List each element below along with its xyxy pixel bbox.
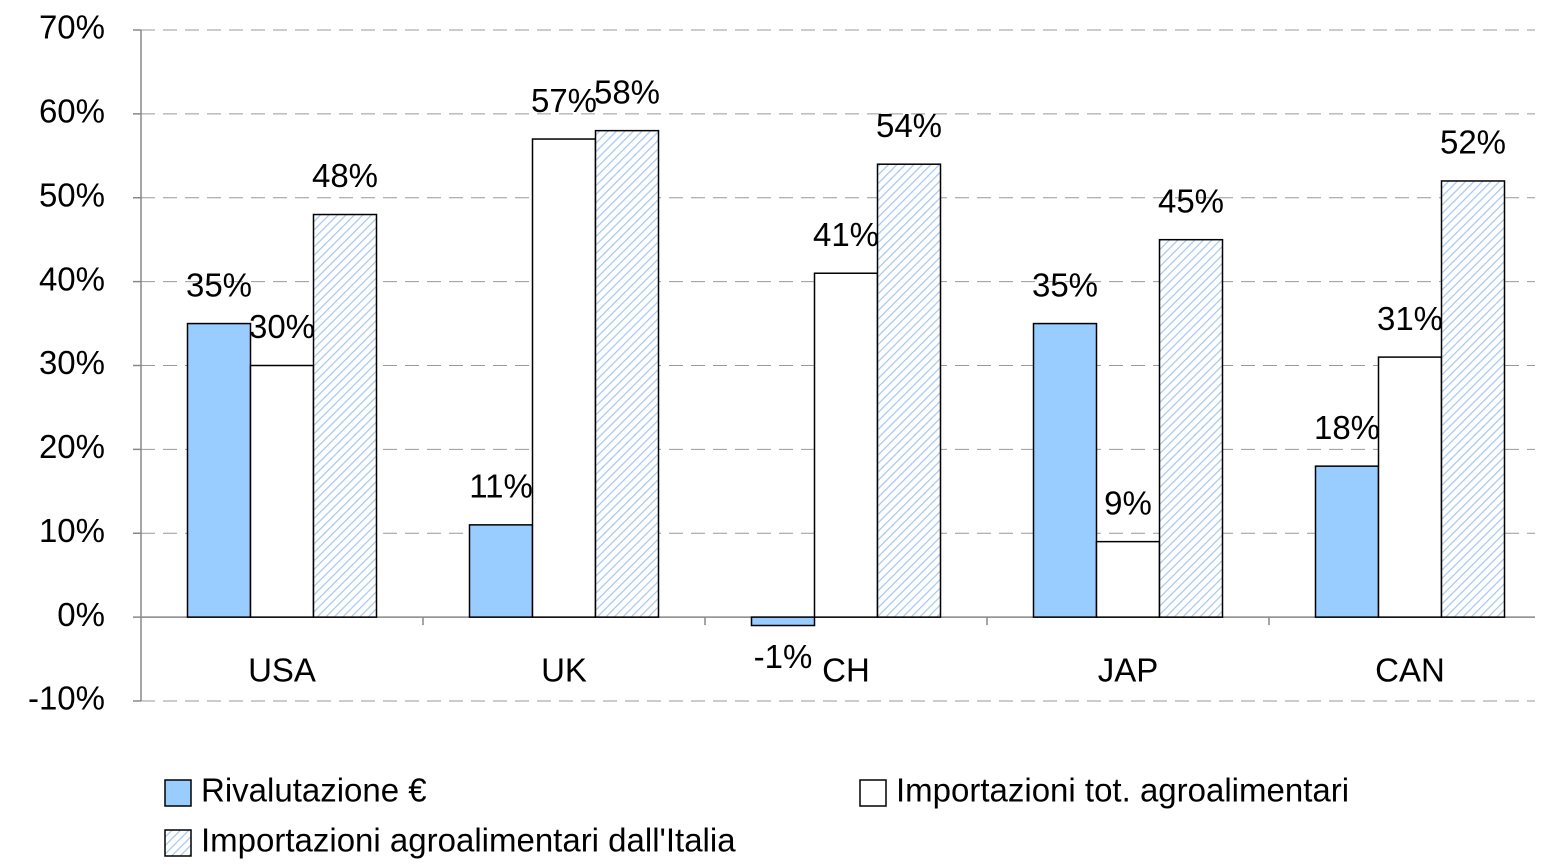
legend-label: Rivalutazione €: [201, 772, 427, 809]
bar: [312, 213, 378, 618]
value-label: 48%: [312, 157, 378, 194]
bar: [249, 364, 315, 618]
value-label: 54%: [876, 107, 942, 144]
y-tick-label: 60%: [39, 93, 105, 130]
bar: [1158, 238, 1224, 618]
value-label: 58%: [594, 73, 660, 110]
y-tick-label: 70%: [39, 9, 105, 46]
bar: [813, 272, 879, 618]
bar: [1377, 356, 1443, 618]
x-tick-label: CAN: [1375, 652, 1445, 689]
legend-swatch: [164, 829, 192, 857]
y-tick-label: 0%: [57, 596, 105, 633]
legend-swatch: [164, 779, 192, 807]
bar: [1095, 540, 1161, 618]
bar: [750, 616, 816, 627]
value-label: 35%: [186, 266, 252, 303]
x-tick-label: UK: [541, 652, 587, 689]
legend-swatch: [859, 779, 887, 807]
value-label: 30%: [249, 308, 315, 345]
y-tick-label: 30%: [39, 344, 105, 381]
value-label: 41%: [813, 216, 879, 253]
bar: [531, 138, 597, 618]
legend-label: Importazioni agroalimentari dall'Italia: [201, 822, 736, 859]
value-label: 9%: [1104, 484, 1152, 521]
y-tick-label: -10%: [28, 680, 105, 717]
x-tick-label: JAP: [1098, 652, 1159, 689]
y-tick-label: 20%: [39, 428, 105, 465]
legend-label: Importazioni tot. agroalimentari: [896, 772, 1349, 809]
value-label: -1%: [754, 638, 813, 675]
y-tick-label: 40%: [39, 260, 105, 297]
value-label: 11%: [469, 468, 533, 505]
bar: [1032, 322, 1098, 618]
bar: [594, 129, 660, 618]
bar: [1440, 180, 1506, 618]
value-label: 45%: [1158, 182, 1224, 219]
bar: [468, 524, 534, 618]
y-tick-label: 10%: [39, 512, 105, 549]
x-tick-label: USA: [248, 652, 316, 689]
value-label: 52%: [1440, 124, 1506, 161]
value-label: 31%: [1377, 300, 1443, 337]
x-tick-label: CH: [822, 652, 870, 689]
value-label: 18%: [1314, 409, 1380, 446]
bar: [876, 163, 942, 618]
value-label: 57%: [531, 82, 597, 119]
bar: [186, 322, 252, 618]
bar: [1314, 465, 1380, 618]
value-label: 35%: [1032, 266, 1098, 303]
y-tick-label: 50%: [39, 176, 105, 213]
